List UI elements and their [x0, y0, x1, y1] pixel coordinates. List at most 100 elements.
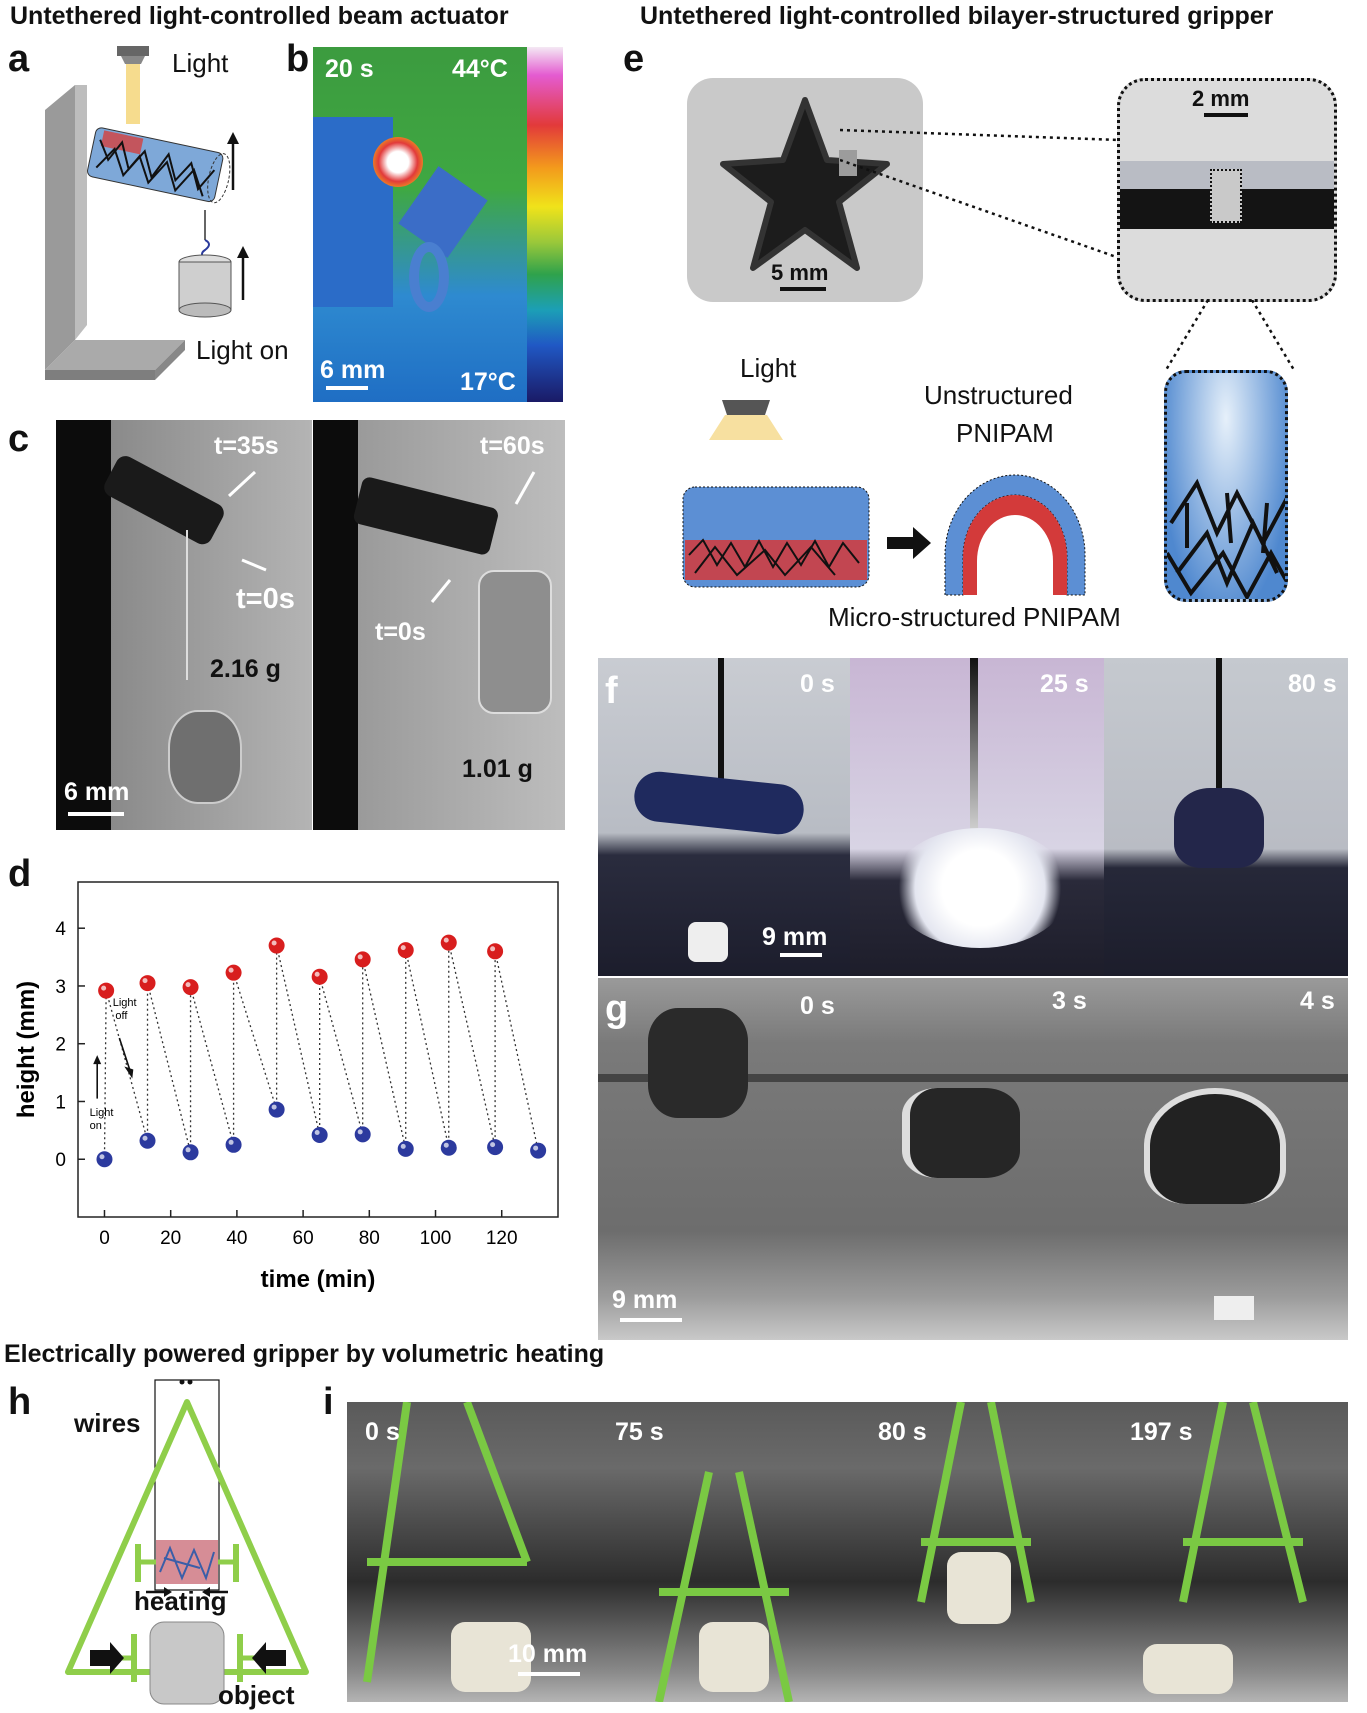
photo-c-scale-bar — [68, 812, 124, 816]
photo-i-1 — [347, 1400, 599, 1702]
marker-s0-2 — [182, 979, 199, 996]
marker-highlight-s0-1 — [142, 978, 148, 984]
gripper-g2 — [902, 1088, 1020, 1178]
zoom-scale-bar — [1204, 113, 1248, 117]
marker-highlight-s0-2 — [185, 982, 191, 988]
object-label: object — [218, 1680, 295, 1710]
object-i4 — [1143, 1644, 1233, 1694]
light-off-arrow — [118, 1037, 132, 1072]
i-scale-label: 10 mm — [508, 1640, 588, 1668]
marker-highlight-s0-9 — [490, 946, 496, 952]
i-time-2: 75 s — [615, 1418, 664, 1446]
thermal-tmin: 17°C — [460, 368, 516, 396]
connector-line-13 — [362, 959, 407, 1149]
panel-label-g: g — [605, 988, 629, 1030]
g-time-2: 3 s — [1052, 987, 1087, 1015]
marker-s1-10 — [530, 1142, 547, 1159]
marker-s0-1 — [139, 975, 156, 992]
data-point-s1-6 — [354, 1126, 371, 1143]
photo-g-3 — [1104, 978, 1348, 1340]
plot-frame — [77, 881, 559, 1218]
photo-g-2 — [850, 978, 1104, 1340]
title-beam: Untethered light-controlled beam actuato… — [10, 2, 509, 30]
light-off-line-1: Light — [113, 997, 137, 1009]
wires-label: wires — [74, 1408, 141, 1438]
marker-highlight-s1-0 — [99, 1154, 105, 1160]
gripper-i2 — [655, 1471, 793, 1703]
marker-highlight-s0-0 — [101, 985, 107, 991]
marker-s0-5 — [311, 968, 328, 985]
nuts-right — [478, 570, 552, 714]
y-tick-label-2: 2 — [55, 1035, 66, 1056]
zoom-lines — [840, 128, 1126, 262]
light-off-annotation: Light off — [113, 997, 137, 1022]
data-point-s1-8 — [440, 1139, 457, 1156]
photo-c-scale-label: 6 mm — [64, 778, 130, 806]
marker-highlight-s1-1 — [142, 1135, 148, 1141]
height-time-chart: 0 20 40 60 80 100 120 0 1 2 3 4 time (min) height … — [13, 881, 559, 1293]
gripper-g3 — [1144, 1088, 1286, 1204]
zoom-scale-label: 2 mm — [1192, 86, 1250, 111]
marker-highlight-s0-7 — [400, 945, 406, 951]
data-markers — [96, 934, 547, 1168]
starfish-scale-label: 5 mm — [771, 260, 829, 285]
thermal-time: 20 s — [325, 55, 374, 83]
marker-s1-4 — [268, 1101, 285, 1118]
light-off-line-2: off — [115, 1010, 128, 1022]
object-i2 — [699, 1622, 769, 1692]
light-glow — [890, 828, 1070, 948]
microstructure-network — [1167, 478, 1285, 599]
wire-f1 — [718, 658, 724, 788]
data-point-s0-7 — [397, 942, 414, 959]
f-scale-label: 9 mm — [762, 923, 828, 951]
f-time-1: 0 s — [800, 670, 835, 698]
g-time-3: 4 s — [1300, 987, 1335, 1015]
light-on-label: Light on — [196, 335, 289, 365]
y-tick-label-1: 1 — [55, 1092, 66, 1113]
y-axis-ticks: 0 1 2 3 4 — [55, 919, 85, 1171]
title-bilayer: Untethered light-controlled bilayer-stru… — [640, 2, 1274, 30]
mass-left: 2.16 g — [210, 655, 281, 683]
connector-line-3 — [146, 982, 192, 1153]
marker-highlight-s0-5 — [314, 971, 320, 977]
starfish-scale-bar — [780, 287, 826, 291]
photo-f-1 — [598, 658, 850, 976]
connector-lines — [103, 942, 539, 1160]
f-scale-bar — [780, 953, 822, 957]
waterline-g3 — [1104, 1074, 1348, 1082]
light-label-e: Light — [740, 353, 797, 383]
g-scale-label: 9 mm — [612, 1286, 678, 1314]
marker-highlight-s1-3 — [228, 1139, 234, 1145]
gripper-closed — [1174, 788, 1264, 868]
thermal-scale-label: 6 mm — [320, 356, 386, 384]
data-point-s1-3 — [225, 1136, 242, 1153]
connector-line-0 — [103, 990, 107, 1160]
light-on-line-1: Light — [90, 1107, 114, 1119]
object-i1 — [451, 1622, 531, 1692]
x-tick-label-2: 40 — [226, 1228, 247, 1249]
marker-s0-7 — [397, 942, 414, 959]
photo-i-3 — [851, 1401, 1103, 1702]
data-point-s0-0 — [98, 982, 115, 999]
marker-highlight-s0-4 — [271, 940, 277, 946]
panel-label-d: d — [8, 853, 32, 895]
data-point-s1-9 — [487, 1139, 504, 1156]
data-point-s0-3 — [225, 964, 242, 981]
data-point-s1-10 — [530, 1142, 547, 1159]
mass-right: 1.01 g — [462, 755, 533, 783]
beam-photo-right — [352, 475, 500, 557]
weight-ring — [409, 242, 449, 312]
gripper-i3 — [917, 1401, 1035, 1603]
y-tick-label-4: 4 — [55, 919, 66, 940]
marker-highlight-s1-10 — [533, 1145, 539, 1151]
heating-label: heating — [134, 1586, 227, 1616]
g-scale-bar — [620, 1318, 682, 1322]
photo-c-right — [313, 420, 565, 830]
zoom-lines-2 — [1164, 300, 1296, 371]
photo-f-3 — [1104, 658, 1348, 976]
connector-line-7 — [232, 972, 278, 1110]
leader-60s — [514, 471, 536, 505]
x-tick-label-4: 80 — [359, 1228, 380, 1249]
connector-line-1 — [105, 990, 149, 1141]
